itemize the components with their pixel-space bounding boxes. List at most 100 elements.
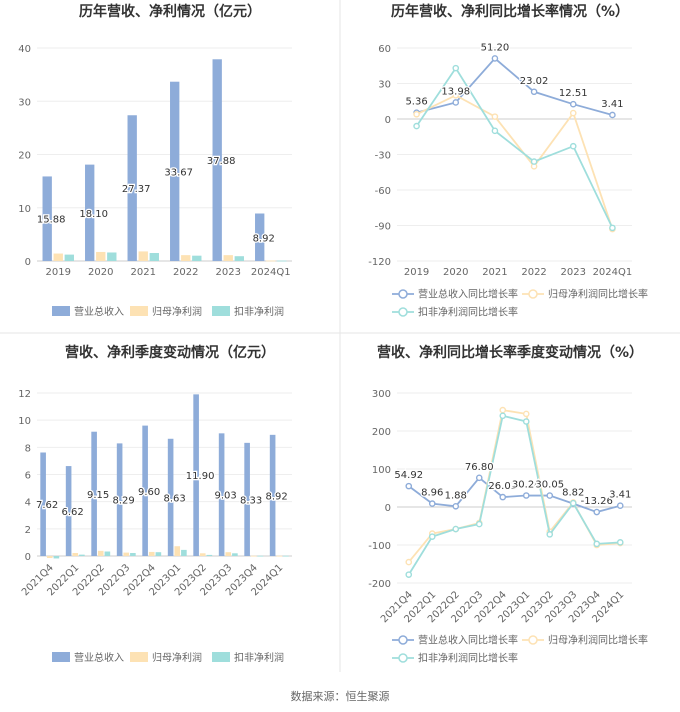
series-point [499, 406, 507, 414]
legend-label: 营业总收入 [74, 651, 124, 664]
y-tick-label: 60 [378, 44, 391, 55]
data-label: 1.88 [445, 490, 467, 501]
x-tick-label: 2020 [443, 267, 468, 278]
series-point [491, 55, 499, 62]
data-label: 26.03 [488, 481, 517, 492]
bar-revenue [170, 81, 180, 262]
data-label: 18.10 [79, 209, 108, 220]
bar-revenue [116, 443, 123, 556]
data-label: 8.92 [265, 491, 287, 502]
data-label: 15.88 [37, 215, 66, 226]
bar-net-profit [276, 555, 283, 557]
series-point [522, 410, 530, 418]
data-label: 30.24 [512, 480, 541, 491]
y-tick-label: 0 [25, 257, 31, 268]
bar-revenue [255, 213, 265, 261]
bar-deducted-profit [130, 553, 136, 556]
data-label: 8.92 [253, 233, 275, 244]
bar-deducted-profit [104, 551, 111, 556]
bar-net-profit [53, 253, 63, 261]
chart-title: 营收、净利同比增长率季度变动情况（%） [377, 344, 643, 361]
legend-swatch [212, 652, 230, 662]
series-line-revenue-yoy [416, 57, 613, 116]
y-tick-label: 10 [18, 416, 31, 427]
series-point [499, 493, 507, 501]
y-tick-label: 6 [25, 471, 31, 482]
annual-growth-rate-chart: 历年营收、净利同比增长率情况（%） -120 -90 -60 -30 0 30 60 2019 2… [368, 3, 648, 319]
bar-net-profit [250, 555, 257, 557]
y-tick-label: 30 [18, 97, 31, 108]
y-tick-label: 200 [372, 427, 391, 438]
bar-net-profit [97, 550, 104, 556]
series-point [569, 499, 577, 507]
x-tick-label: 2023 [561, 267, 586, 278]
series-point [405, 482, 413, 490]
bar-deducted-profit [149, 253, 159, 261]
legend-swatch [212, 306, 230, 316]
data-label: 8.82 [562, 488, 584, 499]
legend-marker [528, 289, 538, 299]
series-point [522, 492, 530, 499]
series-point [616, 502, 624, 510]
bar-deducted-profit [257, 555, 264, 557]
y-tick-label: 12 [18, 389, 31, 400]
data-label: 5.36 [405, 97, 427, 108]
series-point [413, 110, 420, 118]
bar-revenue [218, 433, 225, 556]
series-point [491, 127, 499, 135]
y-tick-label: -120 [368, 257, 391, 268]
legend-marker [528, 635, 538, 645]
data-label: 7.62 [36, 500, 58, 511]
series-point [616, 539, 624, 546]
annual-revenue-profit-chart: 历年营收、净利情况（亿元） 0 10 20 30 40 2019 2020 2021 2022 20… [18, 3, 292, 318]
legend-label: 扣非净利润同比增长率 [418, 652, 518, 665]
x-tick-label: 2022 [173, 267, 198, 278]
series-point [546, 492, 554, 499]
data-label: 12.51 [559, 88, 588, 99]
series-point [452, 502, 460, 510]
data-label: 8.96 [421, 488, 443, 499]
x-tick-label: 2019 [404, 267, 429, 278]
data-label: 33.67 [164, 167, 193, 178]
x-tick-label: 2023 [216, 267, 241, 278]
series-point [452, 99, 460, 106]
data-label: 9.15 [87, 490, 109, 501]
bar-deducted-profit [206, 554, 213, 556]
bar-deducted-profit [155, 552, 162, 556]
legend-label: 扣非净利润同比增长率 [418, 306, 518, 319]
series-point [522, 418, 530, 425]
bar-revenue [42, 176, 52, 261]
y-tick-label: 300 [372, 389, 391, 400]
x-tick-label: 2024Q1 [593, 267, 633, 278]
y-tick-label: 10 [18, 204, 31, 215]
data-label: 3.41 [601, 99, 623, 110]
y-tick-label: 2 [25, 525, 31, 536]
series-point [475, 520, 483, 528]
series-point [593, 540, 601, 548]
y-tick-label: 0 [385, 115, 391, 126]
bar-revenue [127, 115, 137, 261]
series-point [452, 525, 460, 533]
series-point [452, 64, 460, 72]
y-tick-label: 0 [25, 552, 31, 563]
bar-net-profit [225, 552, 232, 556]
x-tick-label: 2021 [482, 267, 507, 278]
panel-dividers [0, 0, 680, 672]
legend-label: 营业总收入 [74, 305, 124, 318]
bar-deducted-profit [283, 555, 289, 557]
chart-title: 营收、净利季度变动情况（亿元） [65, 344, 275, 361]
legend-label: 营业总收入同比增长率 [418, 634, 518, 647]
bar-revenue [269, 434, 276, 556]
series-point [569, 142, 577, 150]
data-label: 8.33 [240, 495, 262, 506]
series-point [475, 474, 483, 482]
legend-swatch [52, 652, 70, 662]
bar-revenue [65, 466, 72, 556]
y-tick-label: -90 [375, 222, 391, 233]
bar-net-profit [223, 255, 233, 261]
series-point [405, 558, 413, 566]
y-tick-label: 100 [372, 465, 391, 476]
y-tick-label: 40 [18, 44, 31, 55]
series-point [405, 571, 413, 578]
